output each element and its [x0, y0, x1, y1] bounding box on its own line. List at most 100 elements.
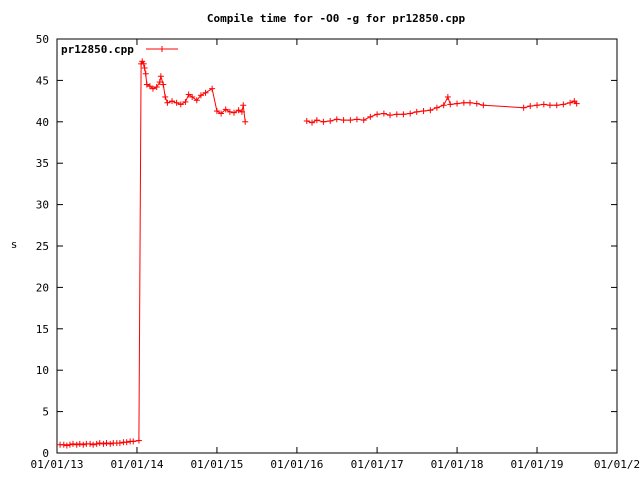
data-point [213, 108, 220, 115]
data-point [540, 101, 547, 108]
data-point [173, 99, 180, 106]
y-tick-label: 35 [36, 157, 49, 170]
data-point [135, 437, 142, 444]
data-point [96, 440, 103, 447]
data-point [182, 98, 189, 105]
data-point [420, 108, 427, 115]
data-point [142, 70, 149, 77]
data-point [218, 110, 225, 117]
legend: pr12850.cpp [61, 43, 178, 56]
data-point [169, 98, 176, 105]
data-point [202, 89, 209, 96]
data-point [380, 110, 387, 117]
y-tick-label: 50 [36, 33, 49, 46]
data-point [209, 85, 216, 92]
data-point [460, 99, 467, 106]
data-point [149, 85, 156, 92]
data-point [60, 441, 67, 448]
data-point [433, 104, 440, 111]
y-tick-label: 25 [36, 240, 49, 253]
data-point [309, 119, 316, 126]
legend-label: pr12850.cpp [61, 43, 134, 56]
data-point [87, 440, 94, 447]
data-point [100, 440, 107, 447]
data-point [69, 440, 76, 447]
data-point [231, 109, 238, 116]
data-point [73, 441, 80, 448]
y-tick-label: 5 [42, 406, 49, 419]
data-point [413, 108, 420, 115]
data-point [107, 440, 114, 447]
data-point [353, 116, 360, 123]
x-axis: 01/01/13 01/01/14 01/01/15 01/01/16 01/01/17… [31, 39, 640, 471]
data-point [360, 117, 367, 124]
data-point [66, 441, 73, 448]
data-point [146, 83, 153, 90]
data-point [473, 100, 480, 107]
data-point [140, 60, 147, 67]
x-tick-label: 01/01/2 [594, 458, 640, 471]
data-point [320, 118, 327, 125]
x-tick-label: 01/01/14 [110, 458, 163, 471]
data-point [534, 102, 541, 109]
data-point [141, 64, 148, 71]
data-point [226, 108, 233, 115]
data-point [177, 101, 184, 108]
data-point [407, 110, 414, 117]
y-tick-label: 40 [36, 116, 49, 129]
data-point [367, 113, 374, 120]
data-point [440, 102, 447, 109]
data-point [313, 117, 320, 124]
data-point [160, 81, 167, 88]
y-tick-label: 15 [36, 323, 49, 336]
data-point [242, 118, 249, 125]
data-point [189, 93, 196, 100]
y-axis: 0 5 10 15 20 25 30 35 40 45 50 [36, 33, 617, 460]
data-point [387, 112, 394, 119]
data-point [573, 100, 580, 107]
data-point [116, 440, 123, 447]
x-tick-label: 01/01/17 [351, 458, 404, 471]
data-point [238, 108, 245, 115]
data-point [520, 104, 527, 111]
x-tick-label: 01/01/18 [431, 458, 484, 471]
data-point [400, 111, 407, 118]
data-point [164, 99, 171, 106]
data-point [466, 99, 473, 106]
y-tick-label: 45 [36, 74, 49, 87]
data-point [340, 117, 347, 124]
data-point [374, 111, 381, 118]
y-tick-label: 30 [36, 199, 49, 212]
x-tick-label: 01/01/13 [31, 458, 84, 471]
data-point [63, 442, 70, 449]
data-point [76, 440, 83, 447]
data-point [560, 101, 567, 108]
data-point [123, 439, 130, 446]
chart-title: Compile time for -O0 -g for pr12850.cpp [207, 12, 466, 25]
data-point [235, 107, 242, 114]
data-point [103, 440, 110, 447]
data-point [447, 101, 454, 108]
data-point [153, 84, 160, 91]
data-point [553, 102, 560, 109]
data-point [327, 117, 334, 124]
y-tick-label: 10 [36, 364, 49, 377]
y-axis-label: s [11, 238, 18, 251]
data-point [185, 91, 192, 98]
data-point [240, 102, 247, 109]
series-line [60, 60, 246, 447]
x-tick-label: 01/01/15 [190, 458, 243, 471]
y-tick-label: 0 [42, 447, 49, 460]
data-point [480, 102, 487, 109]
data-point [454, 100, 461, 107]
data-point [157, 73, 164, 80]
data-point [193, 97, 200, 104]
data-point [303, 117, 310, 124]
data-point [93, 440, 100, 447]
x-tick-label: 01/01/19 [511, 458, 564, 471]
data-point [333, 116, 340, 123]
data-point [130, 438, 137, 445]
y-tick-label: 20 [36, 281, 49, 294]
data-point [80, 441, 87, 448]
